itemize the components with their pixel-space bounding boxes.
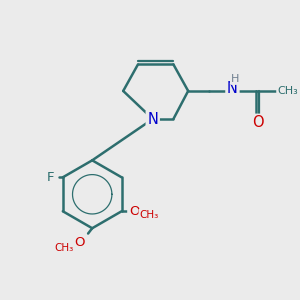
Text: H: H <box>231 74 240 84</box>
Text: F: F <box>47 171 54 184</box>
Text: CH₃: CH₃ <box>55 243 74 253</box>
Text: CH₃: CH₃ <box>278 86 298 96</box>
Text: N: N <box>147 112 158 127</box>
Text: O: O <box>252 115 263 130</box>
Text: O: O <box>75 236 85 250</box>
Text: N: N <box>227 81 238 96</box>
Text: CH₃: CH₃ <box>140 210 159 220</box>
Text: O: O <box>129 205 139 218</box>
